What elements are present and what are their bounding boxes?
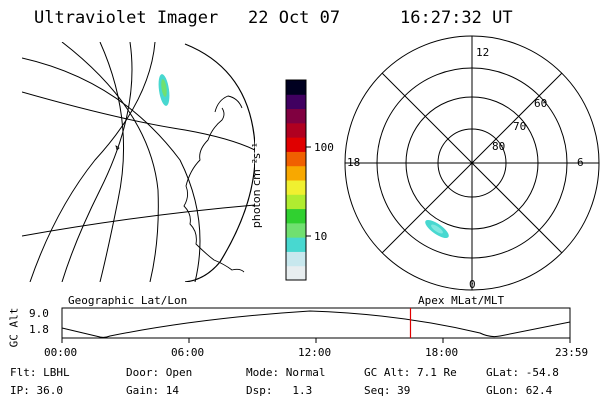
- colorbar-segment: [286, 80, 306, 95]
- colorbar-segment: [286, 108, 306, 124]
- timeline-y-tick-min: 1.8: [29, 323, 49, 336]
- coastline: [214, 95, 243, 113]
- timeline-x-tick-3: 18:00: [425, 346, 459, 359]
- instrument-title: Ultraviolet Imager: [34, 8, 219, 28]
- colorbar-segment: [286, 165, 306, 181]
- altitude-curve: [61, 310, 571, 338]
- latitude-arc: [22, 57, 201, 282]
- timeline-x-tick-4: 23:59: [555, 346, 589, 359]
- colorbar-segment: [286, 122, 306, 138]
- status-gain: Gain: 14: [126, 384, 179, 397]
- timeline-left-label: Geographic Lat/Lon: [68, 294, 188, 307]
- status-door: Door: Open: [126, 366, 193, 379]
- mlat-label-70: 70: [513, 120, 527, 133]
- status-mode: Mode: Normal: [246, 366, 326, 379]
- colorbar-segment: [286, 194, 306, 210]
- globe-limb: [184, 43, 255, 282]
- colorbar-segment: [286, 137, 306, 152]
- colorbar-segment: [286, 251, 306, 267]
- mlt-label-12: 12: [476, 46, 490, 59]
- longitude-line: [22, 204, 255, 237]
- time-label: 16:27:32 UT: [400, 8, 513, 28]
- colorbar-segment: [286, 222, 306, 238]
- colorbar-tick-100: 100: [314, 141, 334, 154]
- timeline-x-tick-0: 00:00: [44, 346, 78, 359]
- timeline-right-label: Apex MLat/MLT: [418, 294, 505, 307]
- timeline-y-tick-max: 9.0: [29, 307, 49, 320]
- timeline-x-tick-1: 06:00: [171, 346, 205, 359]
- colorbar-segment: [286, 237, 306, 252]
- colorbar-segment: [286, 151, 306, 167]
- status-gc-alt: GC Alt: 7.1 Re: [364, 366, 457, 379]
- status-dsp: Dsp: 1.3: [246, 384, 313, 397]
- latitude-arc: [61, 42, 159, 282]
- status-filter: Flt: LBHL: [10, 366, 70, 379]
- colorbar-segment: [286, 94, 306, 110]
- mlt-label-6: 6: [577, 156, 584, 169]
- status-glat: GLat: -54.8: [486, 366, 559, 379]
- mlt-label-0: 0: [469, 278, 476, 291]
- mlt-label-18: 18: [347, 156, 361, 169]
- timeline-x-tick-2: 12:00: [298, 346, 332, 359]
- colorbar-segment: [286, 180, 306, 195]
- status-glon: GLon: 62.4: [486, 384, 553, 397]
- latitude-arc: [99, 42, 125, 282]
- status-seq: Seq: 39: [364, 384, 411, 397]
- colorbar-tick-10: 10: [314, 230, 328, 243]
- status-ip: IP: 36.0: [10, 384, 63, 397]
- longitude-line: [22, 91, 255, 151]
- mlat-label-80: 80: [492, 140, 506, 153]
- latitude-arc: [61, 42, 133, 282]
- colorbar-segment: [286, 208, 306, 224]
- date-label: 22 Oct 07: [248, 8, 341, 28]
- colorbar-segment: [286, 265, 306, 281]
- mlat-label-60: 60: [534, 97, 548, 110]
- latitude-arc: [29, 42, 156, 282]
- coastline: [183, 107, 245, 273]
